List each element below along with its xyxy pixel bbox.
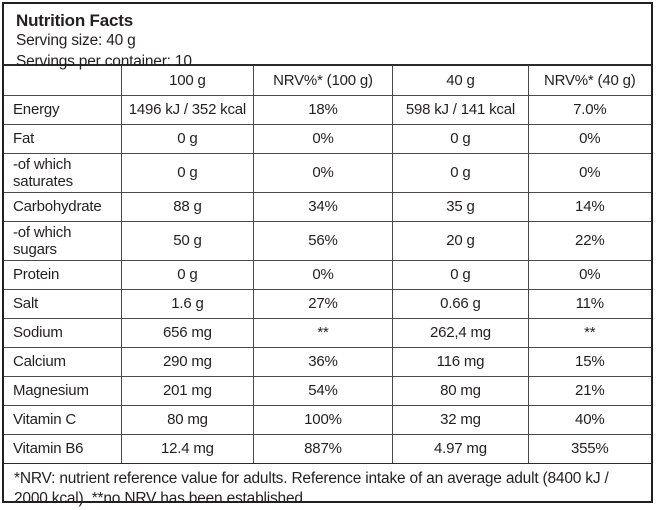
- cell-value: **: [252, 317, 394, 348]
- cell-value: 50 g: [121, 220, 254, 261]
- nutrition-label: Nutrition Facts Serving size: 40 g Servi…: [2, 2, 653, 507]
- row-label: Calcium: [4, 346, 123, 377]
- cell-value: 12.4 mg: [121, 433, 254, 463]
- cell-value: 0%: [527, 152, 651, 193]
- table-row: Magnesium 201 mg 54% 80 mg 21%: [4, 375, 651, 406]
- cell-value: 32 mg: [392, 404, 529, 435]
- table-row: Protein 0 g 0% 0 g 0%: [4, 259, 651, 290]
- table-row: Fat 0 g 0% 0 g 0%: [4, 123, 651, 154]
- cell-value: 88 g: [121, 191, 254, 222]
- cell-value: 80 mg: [392, 375, 529, 406]
- cell-value: **: [527, 317, 651, 348]
- row-label: Salt: [4, 288, 123, 319]
- table-row: Vitamin B6 12.4 mg 887% 4.97 mg 355%: [4, 433, 651, 463]
- cell-value: 18%: [252, 94, 394, 125]
- row-label: -of which sugars: [4, 220, 123, 261]
- row-label: -of which saturates: [4, 152, 123, 193]
- cell-value: 0%: [252, 123, 394, 154]
- cell-value: 56%: [252, 220, 394, 261]
- row-label: Sodium: [4, 317, 123, 348]
- cell-value: 1.6 g: [121, 288, 254, 319]
- cell-value: 0%: [252, 152, 394, 193]
- cell-value: 4.97 mg: [392, 433, 529, 463]
- serving-size-line: Serving size: 40 g: [16, 32, 136, 50]
- cell-value: 15%: [527, 346, 651, 377]
- cell-value: 36%: [252, 346, 394, 377]
- cell-value: 290 mg: [121, 346, 254, 377]
- row-label: Magnesium: [4, 375, 123, 406]
- cell-value: 80 mg: [121, 404, 254, 435]
- column-header-row: 100 g NRV%* (100 g) 40 g NRV%* (40 g): [4, 66, 651, 96]
- cell-value: 0 g: [392, 259, 529, 290]
- cell-value: 7.0%: [527, 94, 651, 125]
- column-header: NRV%* (100 g): [252, 66, 394, 96]
- cell-value: 54%: [252, 375, 394, 406]
- cell-value: 22%: [527, 220, 651, 261]
- table-row: Carbohydrate 88 g 34% 35 g 14%: [4, 191, 651, 222]
- label-header: Nutrition Facts Serving size: 40 g Servi…: [4, 4, 651, 70]
- cell-value: 35 g: [392, 191, 529, 222]
- cell-value: 27%: [252, 288, 394, 319]
- cell-value: 21%: [527, 375, 651, 406]
- cell-value: 14%: [527, 191, 651, 222]
- cell-value: 262,4 mg: [392, 317, 529, 348]
- cell-value: 1496 kJ / 352 kcal: [121, 94, 254, 125]
- cell-value: 355%: [527, 433, 651, 463]
- cell-value: 0%: [252, 259, 394, 290]
- cell-value: 887%: [252, 433, 394, 463]
- cell-value: 201 mg: [121, 375, 254, 406]
- label-title: Nutrition Facts: [16, 11, 133, 30]
- cell-value: 0%: [527, 123, 651, 154]
- table-row: Sodium 656 mg ** 262,4 mg **: [4, 317, 651, 348]
- cell-value: 20 g: [392, 220, 529, 261]
- cell-value: 0 g: [392, 152, 529, 193]
- cell-value: 0 g: [392, 123, 529, 154]
- cell-value: 0%: [527, 259, 651, 290]
- cell-value: 0 g: [121, 123, 254, 154]
- nrv-footnote: *NRV: nutrient reference value for adult…: [4, 463, 651, 510]
- row-label: Carbohydrate: [4, 191, 123, 222]
- row-label: Vitamin C: [4, 404, 123, 435]
- row-label: Energy: [4, 94, 123, 125]
- column-header: 40 g: [392, 66, 529, 96]
- table-row: Calcium 290 mg 36% 116 mg 15%: [4, 346, 651, 377]
- facts-table-body: Energy 1496 kJ / 352 kcal 18% 598 kJ / 141 …: [4, 94, 651, 463]
- table-row: Vitamin C 80 mg 100% 32 mg 40%: [4, 404, 651, 435]
- cell-value: 34%: [252, 191, 394, 222]
- row-label: Vitamin B6: [4, 433, 123, 463]
- servings-per-container-line: Servings per container: 10: [16, 52, 192, 70]
- cell-value: 0 g: [121, 259, 254, 290]
- table-row: Salt 1.6 g 27% 0.66 g 11%: [4, 288, 651, 319]
- cell-value: 11%: [527, 288, 651, 319]
- row-label: Protein: [4, 259, 123, 290]
- cell-value: 656 mg: [121, 317, 254, 348]
- column-header: NRV%* (40 g): [527, 66, 651, 96]
- cell-value: 598 kJ / 141 kcal: [392, 94, 529, 125]
- row-label: Fat: [4, 123, 123, 154]
- table-row: -of which saturates 0 g 0% 0 g 0%: [4, 152, 651, 193]
- cell-value: 0 g: [121, 152, 254, 193]
- column-header: 100 g: [121, 66, 254, 96]
- cell-value: 116 mg: [392, 346, 529, 377]
- table-row: -of which sugars 50 g 56% 20 g 22%: [4, 220, 651, 261]
- cell-value: 40%: [527, 404, 651, 435]
- nutrition-facts-table: 100 g NRV%* (100 g) 40 g NRV%* (40 g) Energ…: [4, 66, 651, 463]
- cell-value: 100%: [252, 404, 394, 435]
- cell-value: 0.66 g: [392, 288, 529, 319]
- table-row: Energy 1496 kJ / 352 kcal 18% 598 kJ / 141 …: [4, 94, 651, 125]
